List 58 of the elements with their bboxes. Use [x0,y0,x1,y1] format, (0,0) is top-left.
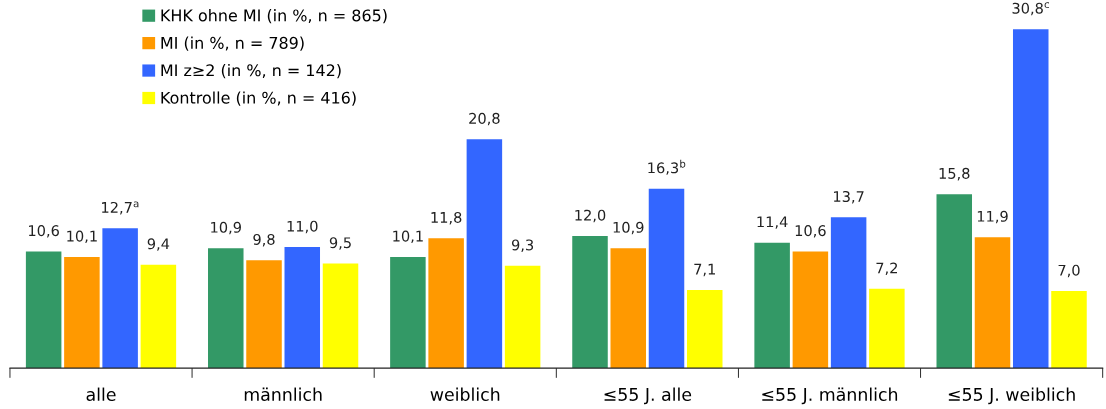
legend-label: MI (in %, n = 789) [161,36,304,51]
bar [572,236,608,369]
x-tick-label: weiblich [430,387,500,401]
bar [648,188,685,369]
bar [504,265,541,369]
data-label: 11,9 [977,210,1008,224]
bar [322,263,359,369]
legend-label: Kontrolle (in %, n = 416) [161,91,356,106]
bar [208,248,244,369]
data-label: 30,8$^{c}$ [1012,2,1050,16]
data-label: 15,8 [939,167,970,181]
data-label: 20,8 [469,112,500,126]
data-label: 12,0 [575,209,606,223]
bar [686,289,723,369]
bar [974,237,1011,369]
data-label: 10,1 [67,230,97,244]
data-label: 9,8 [253,233,275,247]
bar [792,251,829,369]
data-label: 7,0 [1058,264,1080,278]
x-tick-label: ≤55 J. alle [604,387,692,405]
bar [64,256,100,369]
bar [140,264,177,369]
bar [936,194,973,369]
bar [754,242,790,369]
bar [102,228,138,369]
data-label: 9,4 [147,238,170,251]
data-label: 9,5 [329,237,351,250]
bar [1051,291,1087,369]
data-label: 10,9 [613,221,644,235]
data-label: 9,3 [511,239,534,252]
data-label: 10,6 [795,225,826,238]
data-label: 13,7 [833,190,864,204]
data-label: 7,1 [694,263,715,277]
data-label: 11,4 [757,216,788,229]
x-tick-label: ≤55 J. weiblich [948,387,1075,405]
bar [25,251,62,369]
data-label: 10,9 [211,221,241,235]
bar [1012,29,1049,369]
bar [390,256,426,369]
bar [610,248,647,369]
data-label: 16,3$^{b}$ [648,159,686,175]
data-label: 10,1 [393,230,423,244]
data-label: 10,6 [29,225,59,238]
bar [246,260,282,369]
bar [869,288,905,369]
data-label: 12,7$^{a}$ [102,201,139,215]
bar [466,139,503,369]
data-label: 7,2 [876,262,897,276]
bar [830,217,867,369]
legend-label: KHK ohne MI (in %, n = 865) [161,9,387,24]
bar [428,238,464,369]
data-label: 11,0 [287,220,318,234]
bar [284,247,321,369]
x-tick-label: ≤55 J. männlich [762,387,898,405]
x-tick-label: männlich [244,387,322,401]
x-tick-label: alle [86,387,116,401]
legend-label: MI z≥2 (in %, n = 142) [161,63,341,79]
data-label: 11,8 [431,211,462,225]
